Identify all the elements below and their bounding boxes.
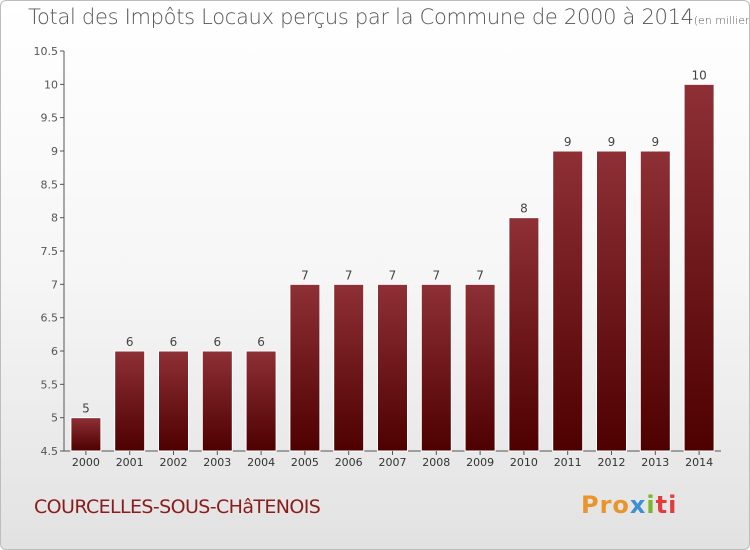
bar [70,417,102,452]
y-tick-label: 7 [51,278,58,291]
logo-part-3: i [646,491,656,519]
y-tick-label: 8 [51,212,58,225]
bar-value-label: 7 [389,268,397,282]
bar-value-label: 7 [301,268,309,282]
x-tick-label: 2000 [72,456,100,469]
y-tick-label: 8.5 [41,178,59,191]
bar [552,150,584,452]
bar [245,350,277,452]
bar-value-label: 6 [170,335,178,349]
y-tick-label: 10.5 [34,45,59,58]
x-tick-label: 2001 [116,456,144,469]
x-tick-label: 2014 [685,456,713,469]
bar [464,283,496,452]
bar [377,283,408,452]
bar-value-label: 9 [651,135,659,149]
bar [201,350,233,452]
x-tick-label: 2006 [335,456,363,469]
bar-value-label: 7 [432,268,440,282]
bar [639,150,671,452]
y-tick-label: 10 [44,78,58,91]
proxiti-logo: Proxiti [581,491,677,519]
bar-value-label: 10 [691,68,706,82]
logo-part-2: x [629,491,647,519]
x-tick-label: 2005 [291,456,319,469]
bar [596,150,627,452]
bar-value-label: 7 [345,268,353,282]
x-tick-label: 2012 [598,456,626,469]
commune-name: COURCELLES-SOUS-CHâTENOIS [34,496,321,518]
y-tick-label: 5 [51,412,58,425]
y-tick-label: 6 [51,345,58,358]
x-tick-label: 2004 [247,456,275,469]
y-tick-label: 5.5 [41,378,59,391]
y-tick-label: 9.5 [41,112,59,125]
bar [158,350,189,452]
bar-value-label: 6 [213,335,221,349]
bar-value-label: 8 [520,202,528,216]
x-tick-label: 2008 [422,456,450,469]
bar [114,350,146,452]
bar [683,83,715,452]
chart-title: Total des Impôts Locaux perçus par la Co… [28,5,750,29]
y-tick-label: 6.5 [41,312,59,325]
chart-subtitle: (en milliers d'€) [693,14,750,27]
x-tick-label: 2011 [554,456,582,469]
bar [508,217,540,452]
logo-part-1: Pro [581,491,630,519]
bar-value-label: 6 [126,335,134,349]
x-tick-label: 2010 [510,456,538,469]
x-tick-label: 2013 [641,456,669,469]
x-tick-label: 2002 [160,456,188,469]
bar-value-label: 6 [257,335,265,349]
y-tick-label: 9 [51,145,58,158]
y-tick-label: 4.5 [41,445,59,458]
bar-value-label: 9 [608,135,616,149]
bar-value-label: 5 [82,402,90,416]
bar [333,283,365,452]
bar [420,283,452,452]
chart-title-text: Total des Impôts Locaux perçus par la Co… [28,5,694,29]
x-tick-label: 2003 [203,456,231,469]
logo-part-4: ti [655,491,678,519]
bar [289,283,321,452]
x-tick-label: 2009 [466,456,494,469]
bar-value-label: 9 [564,135,572,149]
y-tick-label: 7.5 [41,245,59,258]
x-tick-label: 2007 [379,456,407,469]
bar-value-label: 7 [476,268,484,282]
